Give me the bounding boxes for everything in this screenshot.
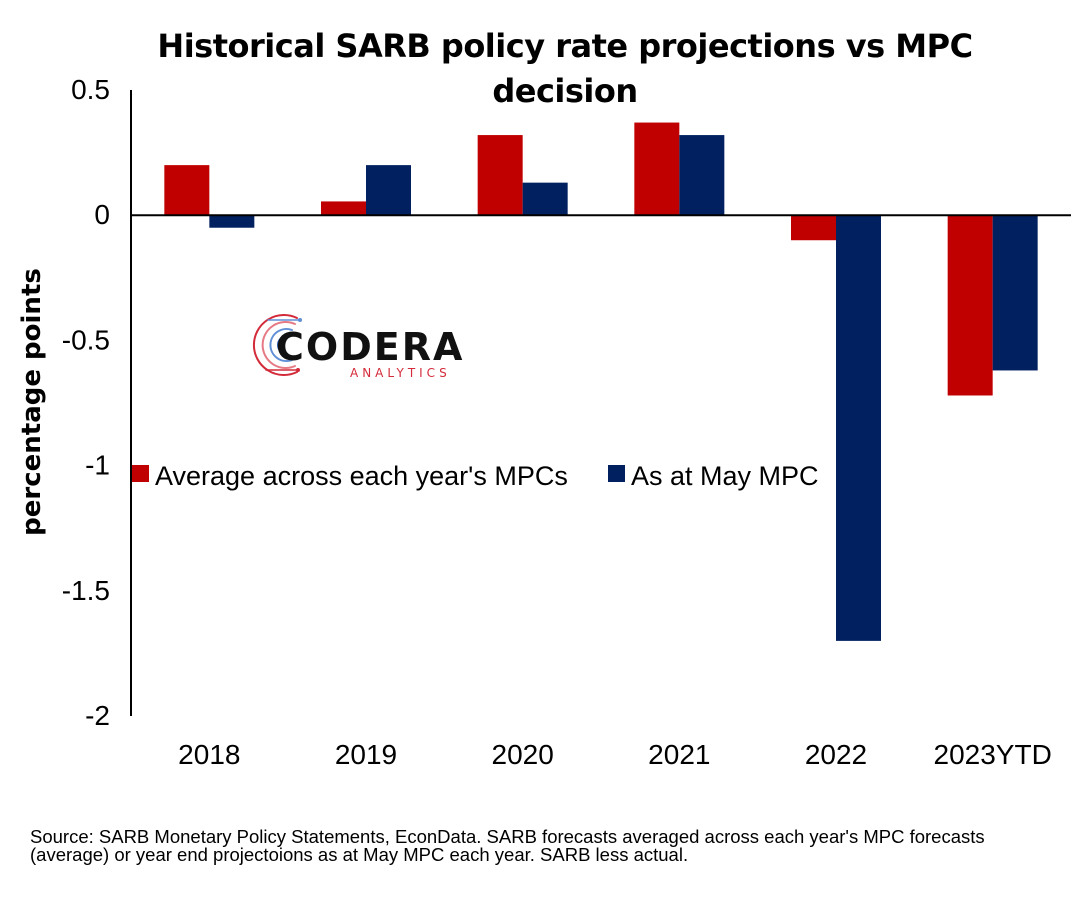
logo-subtitle: ANALYTICS [350,366,451,380]
logo-wordmark: CODERA [276,325,464,369]
y-tick-labels: 0.5 0 -0.5 -1 -1.5 -2 [62,74,110,731]
legend-label-may-mpc: As at May MPC [631,461,819,491]
bar-may-mpc-2023ytd [992,215,1038,371]
y-tick-label: -2 [85,700,110,731]
x-tick-label: 2020 [492,739,554,770]
legend: Average across each year's MPCs As at Ma… [132,461,819,491]
codera-logo-mark [253,314,302,376]
bar-may-mpc-2019 [366,165,411,216]
bar-average-2020 [477,135,523,216]
y-tick-label: -1.5 [62,575,110,606]
source-note: Source: SARB Monetary Policy Statements,… [30,826,985,865]
x-tick-label: 2023YTD [934,739,1052,770]
legend-swatch-average [132,465,149,482]
codera-logo: CODERA ANALYTICS [253,314,464,380]
bar-average-2019 [321,201,366,216]
x-tick-label: 2021 [648,739,710,770]
y-axis-label: percentage points [17,268,47,536]
x-tick-label: 2018 [178,739,240,770]
legend-label-average: Average across each year's MPCs [155,461,568,491]
y-tick-label: 0 [94,199,110,230]
legend-swatch-may-mpc [608,465,625,482]
y-tick-label: -1 [85,450,110,481]
x-tick-label: 2022 [805,739,867,770]
bar-may-mpc-2020 [522,182,568,216]
bars-layer [164,122,1038,641]
y-tick-label: 0.5 [71,74,110,105]
chart-title: Historical SARB policy rate projections … [157,27,973,110]
y-tick-label: -0.5 [62,324,110,355]
bar-may-mpc-2018 [209,215,255,228]
x-tick-label: 2019 [335,739,397,770]
x-tick-labels: 2018 2019 2020 2021 2022 2023YTD [178,739,1052,770]
bar-average-2021 [634,122,680,216]
bar-may-mpc-2021 [679,135,725,216]
bar-average-2018 [164,165,210,216]
bar-average-2023ytd [947,215,993,396]
bar-may-mpc-2022 [836,215,881,641]
bar-average-2022 [791,215,836,241]
